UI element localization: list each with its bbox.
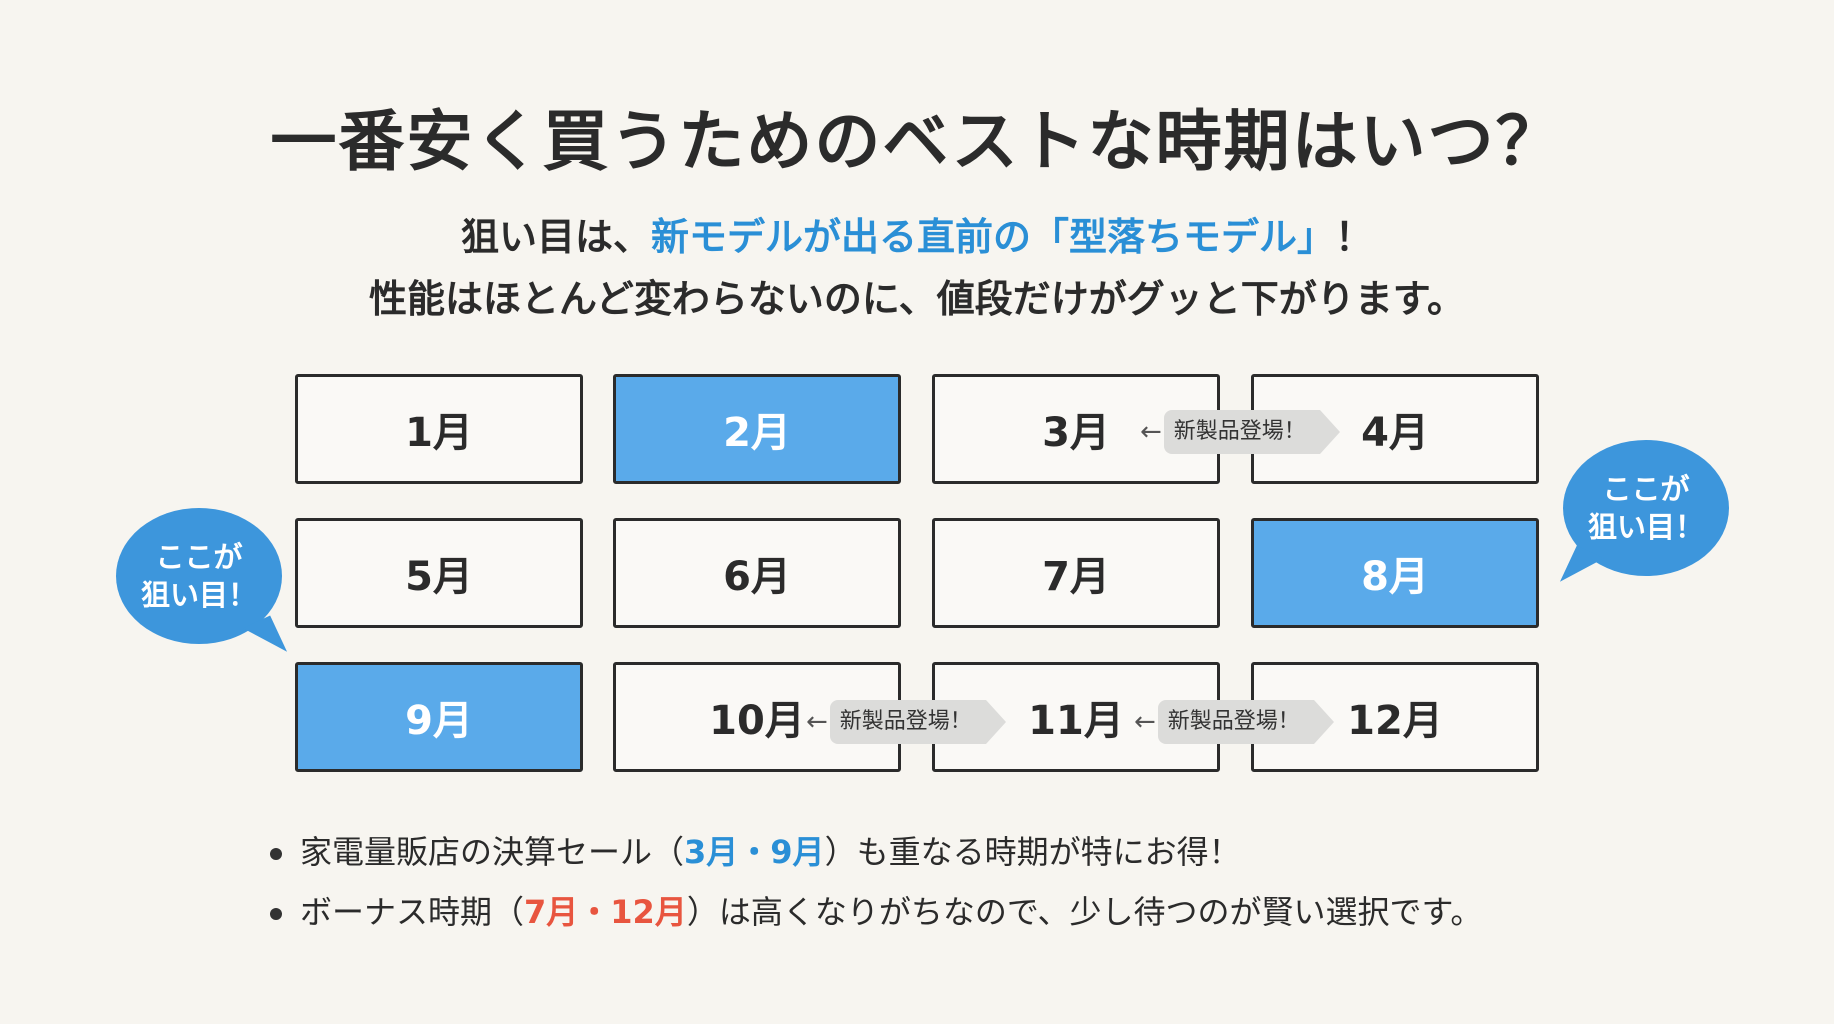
month-box: 6月 [613,518,901,628]
month-box: 5月 [295,518,583,628]
speech-bubble-right: ここが狙い目！ [1559,440,1729,595]
bullet-dot-icon [270,848,282,860]
bubble-line: ここが [155,540,243,574]
tag-label: 新製品登場！ [829,700,1006,744]
bullet-text: 家電量販店の決算セール（ [300,833,685,871]
subtitle-highlight: 新モデルが出る直前の「型落ちモデル」 [650,215,1335,259]
tag-label: 新製品登場！ [1163,410,1340,454]
month-box: 1月 [295,374,583,484]
month-box: 8月 [1251,518,1539,628]
bullet-highlight: 3月・9月 [684,833,825,871]
bubble-tail [1559,545,1605,595]
arrow-left-icon: ← [806,707,828,737]
bubble-tail [242,615,288,665]
bullet-dot-icon [270,908,282,920]
subtitle-line-2: 性能はほとんど変わらないのに、値段だけがグッと下がります。 [369,277,1465,321]
subtitle-text: ！ [1335,215,1374,259]
bullet-item: 家電量販店の決算セール（3月・9月）も重なる時期が特にお得！ [270,822,1482,882]
bubble-line: 狙い目！ [140,578,257,612]
subtitle-line-1: 狙い目は、新モデルが出る直前の「型落ちモデル」！ [0,206,1834,261]
new-product-tag: ← 新製品登場！ [1140,410,1340,454]
bullet-text: ）も重なる時期が特にお得！ [824,833,1241,871]
bullet-text: ボーナス時期（ [300,893,525,931]
new-product-tag: ← 新製品登場！ [806,700,1006,744]
month-box: 7月 [932,518,1220,628]
bullet-item: ボーナス時期（7月・12月）は高くなりがちなので、少し待つのが賢い選択です。 [270,882,1482,942]
bubble-line: 狙い目！ [1587,510,1704,544]
arrow-left-icon: ← [1134,707,1156,737]
bullet-highlight: 7月・12月 [524,893,687,931]
page-title: 一番安く買うためのベストな時期はいつ？ [270,103,1564,180]
bullet-text: ）は高くなりがちなので、少し待つのが賢い選択です。 [686,893,1483,931]
month-box: 2月 [613,374,901,484]
new-product-tag: ← 新製品登場！ [1134,700,1334,744]
month-box: 3月 [932,374,1220,484]
tag-label: 新製品登場！ [1157,700,1334,744]
subtitle-text: 狙い目は、 [460,215,651,259]
speech-bubble-left: ここが狙い目！ [116,508,288,665]
bullet-list: 家電量販店の決算セール（3月・9月）も重なる時期が特にお得！ ボーナス時期（7月… [270,822,1482,942]
arrow-left-icon: ← [1140,417,1162,447]
bubble-line: ここが [1602,472,1690,506]
month-box: 9月 [295,662,583,772]
